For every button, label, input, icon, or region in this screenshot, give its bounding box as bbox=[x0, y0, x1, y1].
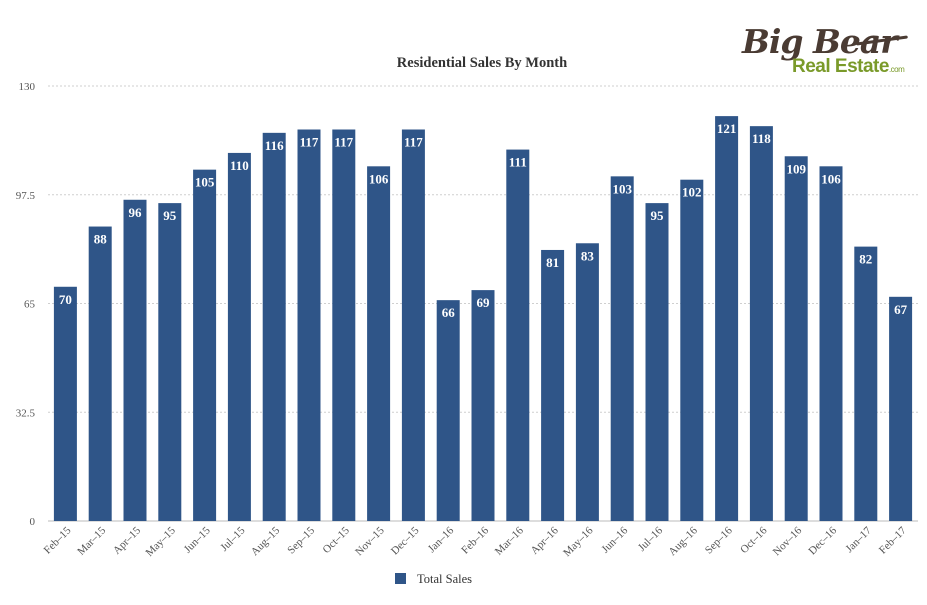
bar-value-label: 82 bbox=[859, 252, 872, 267]
x-tick-label: Aug–15 bbox=[249, 524, 283, 558]
bar[interactable] bbox=[436, 300, 460, 521]
x-tick-label: Feb–17 bbox=[877, 524, 909, 556]
x-tick-label: Apr–15 bbox=[111, 524, 144, 557]
bar-value-label: 106 bbox=[821, 171, 841, 186]
bar-value-label: 67 bbox=[894, 302, 908, 317]
bar-value-label: 121 bbox=[717, 121, 737, 136]
bar[interactable] bbox=[123, 199, 147, 521]
bar-value-label: 88 bbox=[94, 232, 108, 247]
legend-swatch bbox=[395, 573, 406, 584]
y-tick-label: 97.5 bbox=[16, 190, 36, 202]
bar[interactable] bbox=[332, 129, 356, 522]
x-tick-label: Oct–15 bbox=[321, 524, 353, 556]
x-tick-label: Jul–15 bbox=[218, 524, 248, 554]
x-tick-label: Dec–16 bbox=[806, 524, 839, 557]
bar[interactable] bbox=[889, 296, 913, 521]
bar[interactable] bbox=[471, 290, 495, 521]
bar[interactable] bbox=[367, 166, 391, 522]
y-tick-label: 32.5 bbox=[16, 407, 36, 419]
bar-value-label: 106 bbox=[369, 171, 389, 186]
bar-value-label: 116 bbox=[265, 138, 284, 153]
bar[interactable] bbox=[575, 243, 599, 521]
bar[interactable] bbox=[193, 169, 217, 521]
bar[interactable] bbox=[715, 116, 739, 521]
bar-value-label: 102 bbox=[682, 185, 702, 200]
x-tick-label: Nov–15 bbox=[353, 524, 387, 558]
bar-value-label: 118 bbox=[752, 131, 771, 146]
x-tick-label: Sep–15 bbox=[285, 524, 317, 556]
bar[interactable] bbox=[297, 129, 321, 522]
x-tick-label: May–15 bbox=[144, 524, 179, 559]
bar[interactable] bbox=[749, 126, 773, 522]
bar-value-label: 117 bbox=[404, 135, 423, 150]
bar[interactable] bbox=[610, 176, 634, 521]
bar-value-label: 111 bbox=[509, 155, 527, 170]
bar-value-label: 95 bbox=[163, 208, 177, 223]
bar-value-label: 96 bbox=[129, 205, 143, 220]
bar-value-label: 110 bbox=[230, 158, 249, 173]
y-tick-label: 0 bbox=[30, 516, 36, 528]
x-tick-label: Nov–16 bbox=[771, 524, 805, 558]
big-bear-logo: Big Bear Real Estate.com bbox=[736, 22, 911, 82]
bar[interactable] bbox=[227, 152, 251, 521]
bar[interactable] bbox=[541, 249, 565, 521]
y-axis-tick-labels: 0 32.5 65 97.5 130 bbox=[16, 81, 36, 528]
bar[interactable] bbox=[819, 166, 843, 522]
x-tick-label: Dec–15 bbox=[389, 524, 422, 557]
x-tick-label: Feb–16 bbox=[459, 524, 491, 556]
bar[interactable] bbox=[645, 203, 669, 521]
bar-value-label: 103 bbox=[612, 181, 632, 196]
x-tick-label: Sep–16 bbox=[703, 524, 735, 556]
bar-series: 70 88 96 95 105 110 116 117 117 106 117 66 69 111 81 83… bbox=[53, 116, 913, 522]
x-tick-label: Jun–15 bbox=[182, 524, 213, 555]
bar-value-label: 117 bbox=[300, 135, 319, 150]
x-tick-label: Jan–17 bbox=[843, 524, 874, 555]
legend-label: Total Sales bbox=[417, 572, 472, 586]
bar-value-label: 69 bbox=[477, 295, 491, 310]
bar-value-label: 109 bbox=[786, 161, 806, 176]
x-tick-label: Oct–16 bbox=[738, 524, 770, 556]
logo-text-sub: Real Estate.com bbox=[792, 56, 905, 78]
logo-real-estate: Real Estate bbox=[792, 56, 889, 77]
x-tick-label: May–16 bbox=[561, 524, 596, 559]
bar[interactable] bbox=[262, 132, 286, 521]
x-tick-label: Jul–16 bbox=[636, 524, 666, 554]
bar[interactable] bbox=[53, 286, 77, 521]
bar-value-label: 117 bbox=[334, 135, 353, 150]
bar[interactable] bbox=[854, 246, 878, 521]
y-tick-label: 65 bbox=[24, 299, 36, 311]
bar[interactable] bbox=[506, 149, 530, 522]
x-axis-tick-labels: Feb–15 Mar–15 Apr–15 May–15 Jun–15 Jul–15 Aug–… bbox=[42, 524, 909, 559]
bar-value-label: 81 bbox=[546, 255, 559, 270]
x-tick-label: Mar–15 bbox=[75, 524, 108, 557]
x-tick-label: Mar–16 bbox=[493, 524, 526, 557]
x-tick-label: Feb–15 bbox=[42, 524, 74, 556]
x-tick-label: Apr–16 bbox=[528, 524, 561, 557]
bar-value-label: 66 bbox=[442, 305, 456, 320]
bar-value-label: 70 bbox=[59, 292, 72, 307]
x-tick-label: Jun–16 bbox=[599, 524, 630, 555]
bar[interactable] bbox=[680, 179, 704, 521]
bar[interactable] bbox=[401, 129, 425, 522]
bar[interactable] bbox=[88, 226, 112, 522]
bar-value-label: 83 bbox=[581, 248, 595, 263]
chart-title: Residential Sales By Month bbox=[397, 55, 567, 71]
legend[interactable]: Total Sales bbox=[395, 572, 472, 586]
bar[interactable] bbox=[158, 203, 182, 521]
y-tick-label: 130 bbox=[19, 81, 36, 93]
bar[interactable] bbox=[784, 156, 808, 521]
bar-value-label: 95 bbox=[651, 208, 665, 223]
x-tick-label: Aug–16 bbox=[666, 524, 700, 558]
logo-dotcom: .com bbox=[888, 65, 905, 74]
x-tick-label: Jan–16 bbox=[426, 524, 457, 555]
bar-value-label: 105 bbox=[195, 175, 215, 190]
